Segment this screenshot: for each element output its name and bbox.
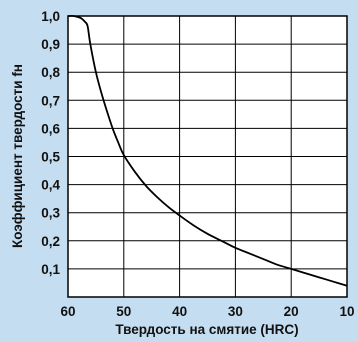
x-axis-label: Твердость на смятие (HRC) — [115, 322, 298, 337]
series-layer — [67, 14, 348, 287]
x-tick-labels: 60 50 40 30 20 10 — [60, 304, 354, 319]
y-tick-label-6: 0,7 — [41, 93, 60, 108]
y-tick-label-8: 0,9 — [41, 37, 60, 52]
series-line-0 — [67, 14, 348, 287]
plot-frame — [67, 15, 348, 298]
x-tick-label-5: 10 — [339, 304, 354, 319]
grid — [68, 16, 347, 297]
y-tick-label-3: 0,4 — [41, 178, 60, 193]
y-tick-label-0: 0,1 — [41, 262, 60, 277]
x-tick-label-4: 20 — [284, 304, 299, 319]
y-tick-label-7: 0,8 — [41, 65, 60, 80]
y-axis-label: Коэффициент твердости fн — [10, 64, 25, 248]
y-tick-label-2: 0,3 — [41, 206, 60, 221]
y-tick-label-1: 0,2 — [41, 234, 60, 249]
y-tick-label-5: 0,6 — [41, 121, 60, 136]
x-tick-label-1: 50 — [116, 304, 131, 319]
x-tick-label-2: 40 — [172, 304, 187, 319]
y-tick-labels: 0,1 0,2 0,3 0,4 0,5 0,6 0,7 0,8 0,9 1,0 — [41, 9, 60, 277]
x-tick-label-0: 60 — [60, 304, 75, 319]
y-tick-label-4: 0,5 — [41, 150, 60, 165]
x-tick-label-3: 30 — [228, 304, 243, 319]
y-tick-label-9: 1,0 — [41, 9, 60, 24]
